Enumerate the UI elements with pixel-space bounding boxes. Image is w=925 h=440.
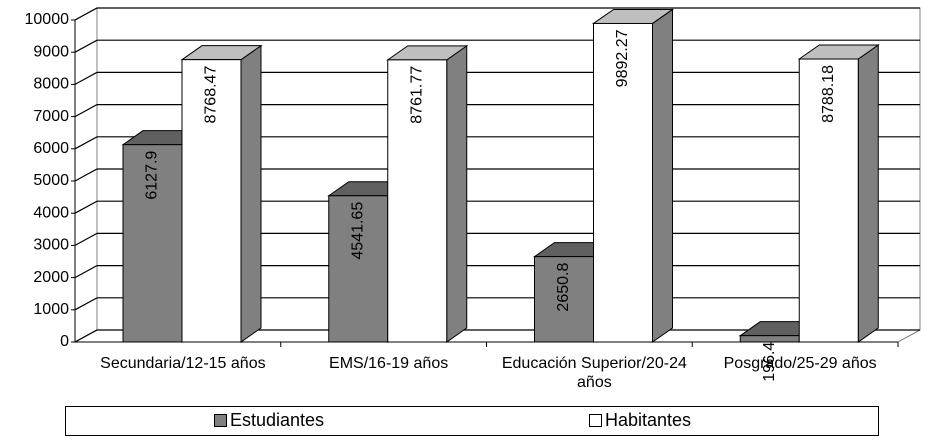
legend-swatch (214, 414, 227, 427)
bar (387, 59, 448, 343)
data-label: 2650.8 (555, 263, 572, 312)
bar-side (446, 44, 468, 343)
bar (181, 59, 242, 343)
y-tick-label: 3000 (33, 237, 69, 254)
bar (328, 195, 389, 343)
y-tick-label: 10000 (25, 11, 70, 28)
x-tick-label: Educación Superior/20-24 años (501, 355, 687, 391)
y-tick-label: 7000 (33, 108, 69, 125)
y-tick-label: 0 (60, 333, 69, 350)
data-label: 4541.65 (349, 202, 366, 260)
x-tick-label: Secundaria/12-15 años (100, 355, 266, 372)
legend-item: Habitantes (589, 410, 691, 431)
bar-side (857, 44, 879, 343)
bar (739, 335, 800, 343)
y-tick-label: 6000 (33, 140, 69, 157)
data-label: 8768.47 (203, 66, 220, 124)
data-label: 6127.9 (144, 151, 161, 200)
legend-label: Estudiantes (230, 410, 325, 430)
legend-label: Habitantes (605, 410, 692, 430)
y-tick-label: 2000 (33, 269, 69, 286)
bar (593, 22, 653, 343)
data-label: 196.4 (761, 342, 778, 382)
y-tick-label: 8000 (33, 76, 69, 93)
legend: Estudiantes Habitantes (65, 406, 879, 436)
legend-swatch (589, 414, 602, 427)
legend-item: Estudiantes (214, 410, 324, 431)
bar-side (652, 8, 673, 343)
grid-line (74, 7, 920, 21)
y-tick-label: 4000 (33, 204, 69, 221)
bar-side (240, 44, 262, 343)
x-tick-label: Posgrado/25-29 años (723, 355, 877, 372)
y-tick-label: 9000 (33, 43, 69, 60)
data-label: 8788.18 (820, 65, 837, 123)
bar (122, 144, 183, 343)
y-tick-label: 5000 (33, 172, 69, 189)
x-tick-label: EMS/16-19 años (329, 355, 449, 372)
data-label: 9892.27 (614, 29, 631, 87)
chart: 0 1000 2000 3000 4000 5000 6000 7000 8000 9000 100… (25, 7, 921, 382)
y-tick-label: 1000 (33, 301, 69, 318)
data-label: 8761.77 (408, 66, 425, 124)
bar (798, 58, 859, 343)
